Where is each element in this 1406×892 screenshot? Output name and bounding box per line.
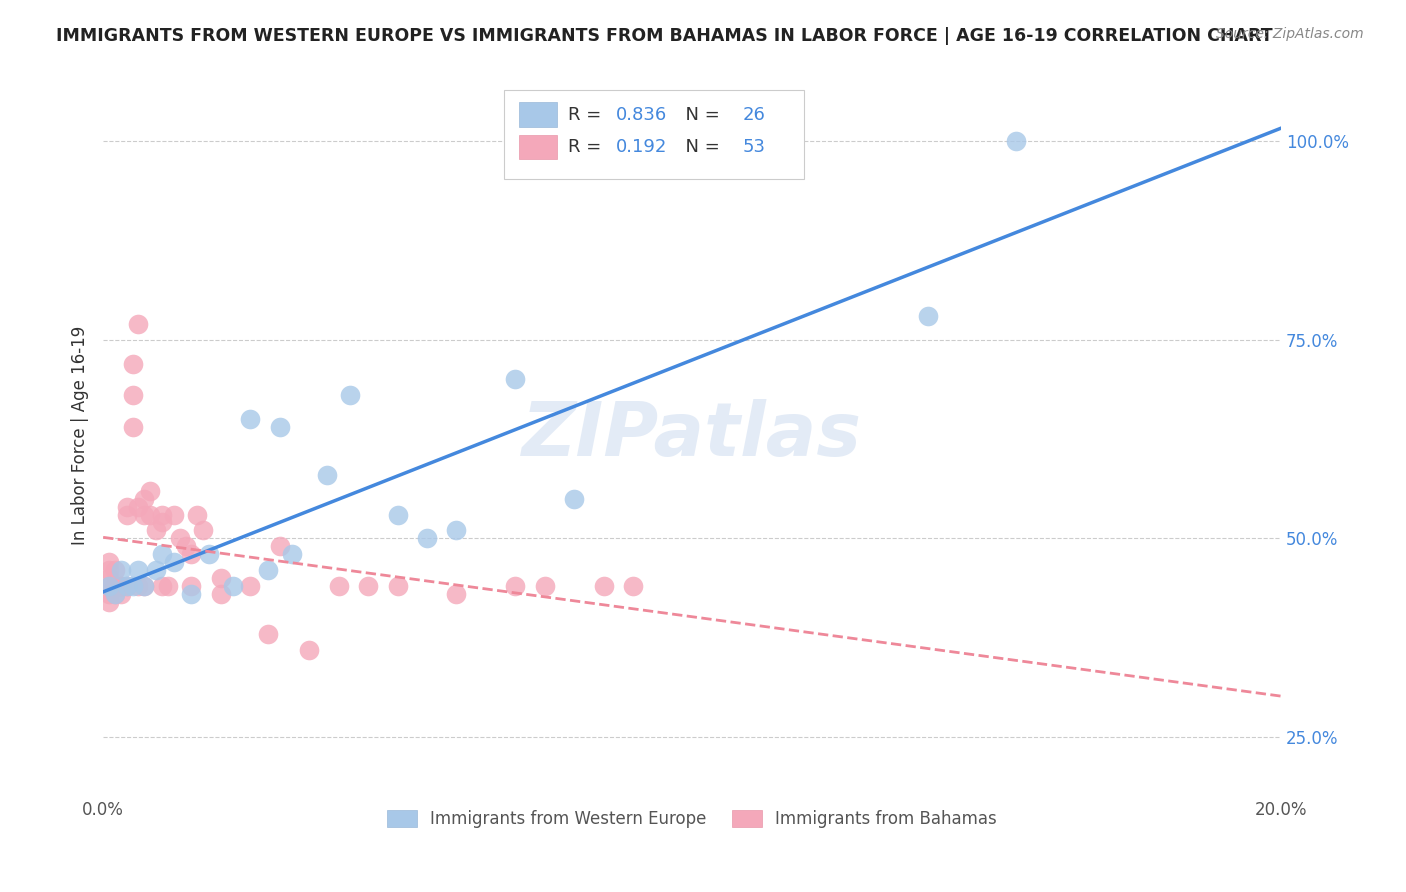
Point: [98, 595, 121, 609]
Point: [110, 587, 132, 601]
FancyBboxPatch shape: [519, 103, 557, 127]
Point: [193, 524, 215, 538]
Text: N =: N =: [675, 138, 725, 156]
Point: [186, 508, 208, 522]
Point: [1005, 134, 1028, 148]
Point: [98, 579, 121, 593]
Text: N =: N =: [675, 105, 725, 124]
Point: [387, 579, 409, 593]
Point: [163, 555, 186, 569]
Text: 26: 26: [742, 105, 765, 124]
Point: [145, 524, 167, 538]
Point: [110, 579, 132, 593]
Text: ZIPatlas: ZIPatlas: [522, 399, 862, 472]
Point: [150, 516, 173, 530]
Legend: Immigrants from Western Europe, Immigrants from Bahamas: Immigrants from Western Europe, Immigran…: [381, 803, 1004, 834]
Point: [239, 579, 262, 593]
Point: [269, 539, 291, 553]
Text: 53: 53: [742, 138, 766, 156]
Point: [562, 491, 585, 506]
Point: [328, 579, 350, 593]
Point: [174, 539, 197, 553]
Text: R =: R =: [568, 105, 607, 124]
FancyBboxPatch shape: [519, 135, 557, 159]
Text: 0.836: 0.836: [616, 105, 666, 124]
Point: [198, 547, 221, 561]
Point: [115, 500, 138, 514]
Point: [533, 579, 555, 593]
Point: [145, 563, 167, 577]
Point: [150, 508, 173, 522]
Point: [257, 626, 280, 640]
Point: [121, 357, 143, 371]
Point: [269, 420, 291, 434]
Text: 0.192: 0.192: [616, 138, 666, 156]
Point: [280, 547, 302, 561]
Point: [98, 571, 121, 585]
Point: [446, 587, 468, 601]
Point: [339, 388, 361, 402]
Point: [139, 483, 162, 498]
Point: [104, 579, 127, 593]
Point: [98, 587, 121, 601]
Point: [134, 579, 156, 593]
Point: [156, 579, 179, 593]
Point: [505, 579, 527, 593]
Point: [139, 508, 162, 522]
Point: [357, 579, 380, 593]
Point: [98, 555, 121, 569]
Point: [115, 579, 138, 593]
Point: [592, 579, 614, 593]
Text: R =: R =: [568, 138, 607, 156]
Point: [104, 587, 127, 601]
Point: [134, 579, 156, 593]
Point: [104, 563, 127, 577]
Point: [387, 508, 409, 522]
Point: [121, 388, 143, 402]
Point: [257, 563, 280, 577]
Point: [110, 563, 132, 577]
Point: [127, 579, 149, 593]
Point: [209, 587, 232, 601]
Point: [180, 547, 202, 561]
Point: [180, 587, 202, 601]
Point: [446, 524, 468, 538]
Y-axis label: In Labor Force | Age 16-19: In Labor Force | Age 16-19: [72, 326, 89, 545]
FancyBboxPatch shape: [503, 89, 804, 179]
Point: [505, 372, 527, 386]
Text: Source: ZipAtlas.com: Source: ZipAtlas.com: [1216, 27, 1364, 41]
Point: [121, 579, 143, 593]
Point: [239, 412, 262, 426]
Point: [917, 309, 939, 323]
Point: [416, 532, 439, 546]
Point: [115, 579, 138, 593]
Point: [621, 579, 644, 593]
Point: [127, 500, 149, 514]
Point: [104, 587, 127, 601]
Point: [221, 579, 243, 593]
Point: [121, 420, 143, 434]
Point: [150, 579, 173, 593]
Point: [209, 571, 232, 585]
Point: [150, 547, 173, 561]
Point: [163, 508, 186, 522]
Point: [127, 563, 149, 577]
Point: [169, 532, 191, 546]
Point: [316, 467, 339, 482]
Point: [298, 642, 321, 657]
Point: [115, 508, 138, 522]
Point: [98, 579, 121, 593]
Text: IMMIGRANTS FROM WESTERN EUROPE VS IMMIGRANTS FROM BAHAMAS IN LABOR FORCE | AGE 1: IMMIGRANTS FROM WESTERN EUROPE VS IMMIGR…: [56, 27, 1272, 45]
Point: [134, 508, 156, 522]
Point: [180, 579, 202, 593]
Point: [134, 491, 156, 506]
Point: [127, 317, 149, 331]
Point: [110, 579, 132, 593]
Point: [98, 563, 121, 577]
Point: [104, 579, 127, 593]
